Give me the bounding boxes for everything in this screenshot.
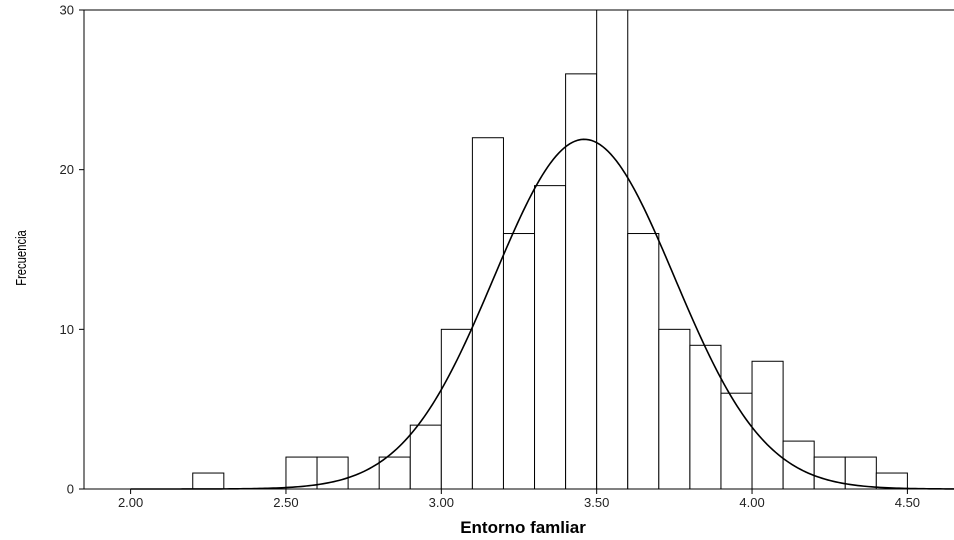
histogram-bar [720, 392, 753, 490]
histogram-bar [565, 73, 598, 490]
normal-curve-line [130, 138, 954, 490]
histogram-bar [471, 137, 504, 490]
normal-curve [130, 138, 954, 490]
histogram-bar [627, 233, 660, 490]
x-axis-title: Entorno famliar [460, 518, 586, 537]
histogram-bar [875, 472, 908, 490]
x-tick-label: 3.50 [584, 495, 609, 510]
histogram-bars [192, 9, 908, 490]
x-tick-label: 4.00 [739, 495, 764, 510]
histogram-bar [534, 185, 567, 490]
histogram-bar [378, 456, 411, 490]
histogram-bar [658, 328, 691, 490]
x-tick-label: 2.50 [273, 495, 298, 510]
histogram-bar [409, 424, 442, 490]
x-tick-label: 4.50 [895, 495, 920, 510]
histogram-bar [596, 9, 629, 490]
y-tick-label: 20 [60, 162, 74, 177]
histogram-bar [844, 456, 877, 490]
y-axis-title: Frecuencia [12, 230, 29, 286]
histogram-bar [440, 328, 473, 490]
y-axis: 0 10 20 30 [60, 3, 84, 497]
histogram-bar [502, 233, 536, 490]
x-tick-label: 2.00 [118, 495, 143, 510]
histogram-bar [192, 472, 225, 490]
y-tick-label: 0 [67, 482, 74, 497]
y-tick-label: 30 [60, 3, 74, 18]
histogram-bar [813, 456, 846, 490]
histogram-bar [782, 440, 815, 490]
x-axis: 2.00 2.50 3.00 3.50 4.00 4.50 [118, 489, 920, 510]
histogram-bar [751, 360, 784, 490]
histogram-bar [689, 344, 722, 490]
y-tick-label: 10 [60, 322, 74, 337]
x-tick-label: 3.00 [429, 495, 454, 510]
histogram-bar [285, 456, 318, 490]
